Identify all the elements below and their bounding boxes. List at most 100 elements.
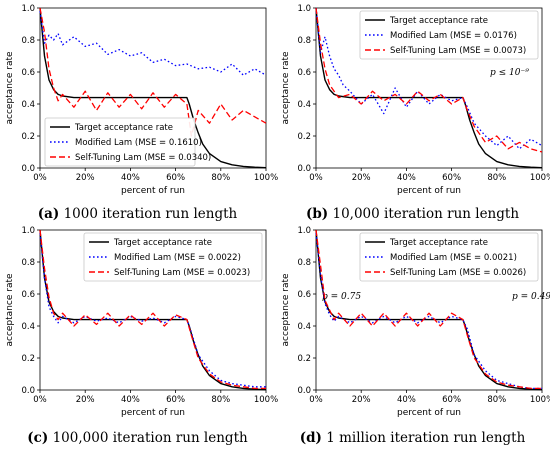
y-tick-label: 0.8 (297, 258, 311, 268)
caption-c-letter: (c) (27, 430, 49, 446)
y-tick-label: 0.6 (21, 68, 35, 78)
legend-label: Modified Lam (MSE = 0.0176) (390, 31, 517, 41)
legend-box (83, 232, 263, 282)
caption-b-text: 10,000 iteration run length (332, 206, 520, 222)
caption-a: (a) 1000 iteration run length (0, 206, 275, 222)
caption-c: (c) 100,000 iteration run length (0, 430, 275, 446)
y-tick-label: 0.6 (21, 290, 35, 300)
x-axis-label: percent of run (397, 186, 461, 196)
legend-label: Target acceptance rate (113, 238, 212, 248)
legend-box (44, 117, 196, 167)
y-tick-label: 0.8 (21, 258, 35, 268)
x-tick-label: 0% (309, 173, 323, 183)
caption-d-letter: (d) (299, 430, 322, 446)
series-line-3 (39, 229, 266, 390)
y-tick-label: 0.2 (297, 354, 311, 364)
legend-label: Target acceptance rate (389, 238, 488, 248)
legend-box (359, 232, 539, 282)
x-tick-label: 100% (254, 173, 278, 183)
y-axis-label: acceptance rate (281, 51, 291, 125)
chart-panel-d: 0% 20% 40% 60% 80% 100% 0.0 0.2 0.4 0.6 0.8 1.0 perc… (281, 226, 550, 418)
annotation-text: p = 0.49 (512, 292, 550, 302)
legend-label: Self-Tuning Lam (MSE = 0.0340) (75, 153, 211, 163)
y-tick-label: 0.0 (297, 386, 311, 396)
series-line-2 (39, 233, 266, 388)
chart-panel-a: 0% 20% 40% 60% 80% 100% 0.0 0.2 0.4 0.6 0.8 1.0 perc… (5, 4, 278, 196)
legend-label: Modified Lam (MSE = 0.0022) (114, 253, 241, 263)
legend: Target acceptance rate Modified Lam (MSE … (359, 10, 539, 60)
x-tick-label: 100% (530, 395, 550, 405)
caption-c-text: 100,000 iteration run length (52, 430, 248, 446)
y-tick-label: 0.2 (21, 132, 35, 142)
y-axis-label: acceptance rate (5, 273, 15, 347)
legend: Target acceptance rate Modified Lam (MSE … (83, 232, 263, 282)
series-line-2 (315, 7, 543, 150)
y-tick-label: 0.0 (297, 164, 311, 174)
legend-label: Modified Lam (MSE = 0.0021) (390, 253, 517, 263)
y-tick-label: 0.4 (297, 100, 311, 110)
legend-label: Self-Tuning Lam (MSE = 0.0073) (390, 46, 526, 56)
x-tick-label: 20% (76, 395, 95, 405)
x-axis-label: percent of run (121, 408, 185, 418)
series-line-1 (39, 7, 267, 169)
series-line-3 (39, 7, 267, 137)
caption-a-text: 1000 iteration run length (63, 206, 238, 222)
y-tick-label: 0.6 (297, 68, 311, 78)
x-tick-label: 0% (309, 395, 323, 405)
series-line-3 (315, 7, 543, 153)
y-axis-label: acceptance rate (5, 51, 15, 125)
series-line-1 (39, 229, 267, 391)
x-tick-label: 80% (211, 173, 230, 183)
legend-box (359, 10, 539, 60)
series-line-2 (315, 233, 542, 390)
plot-frame (315, 229, 543, 391)
caption-a-letter: (a) (37, 206, 60, 222)
caption-b: (b) 10,000 iteration run length (275, 206, 550, 222)
legend-label: Target acceptance rate (389, 16, 488, 26)
x-tick-label: 20% (352, 395, 371, 405)
y-tick-label: 0.4 (297, 322, 311, 332)
y-tick-label: 0.0 (21, 386, 35, 396)
x-tick-label: 60% (166, 173, 185, 183)
legend: Target acceptance rate Modified Lam (MSE … (359, 232, 539, 282)
x-tick-label: 0% (33, 395, 47, 405)
x-tick-label: 80% (211, 395, 230, 405)
plot-frame (39, 7, 267, 169)
y-axis-label: acceptance rate (281, 273, 291, 347)
y-tick-label: 0.8 (297, 36, 311, 46)
x-tick-label: 20% (352, 173, 371, 183)
legend-label: Self-Tuning Lam (MSE = 0.0026) (390, 268, 526, 278)
x-tick-label: 40% (121, 395, 140, 405)
y-tick-label: 1.0 (21, 4, 35, 14)
series-line-2 (39, 11, 267, 76)
y-tick-label: 0.0 (21, 164, 35, 174)
x-axis-label: percent of run (121, 186, 185, 196)
y-tick-label: 1.0 (297, 226, 311, 236)
y-tick-label: 1.0 (21, 226, 35, 236)
y-tick-label: 1.0 (297, 4, 311, 14)
annotation-text: p ≤ 10⁻⁹ (490, 68, 529, 78)
x-tick-label: 40% (397, 173, 416, 183)
y-tick-label: 0.8 (21, 36, 35, 46)
annotation-text: p = 0.75 (322, 292, 361, 302)
x-tick-label: 100% (530, 173, 550, 183)
series-line-1 (315, 229, 543, 391)
legend-label: Modified Lam (MSE = 0.1610) (75, 138, 202, 148)
legend-label: Self-Tuning Lam (MSE = 0.0023) (114, 268, 250, 278)
y-tick-label: 0.2 (21, 354, 35, 364)
y-tick-label: 0.6 (297, 290, 311, 300)
caption-d: (d) 1 million iteration run length (275, 430, 550, 446)
legend: Target acceptance rate Modified Lam (MSE … (44, 117, 211, 167)
chart-panel-b: 0% 20% 40% 60% 80% 100% 0.0 0.2 0.4 0.6 0.8 1.0 perc… (281, 4, 550, 196)
x-tick-label: 60% (442, 395, 461, 405)
plot-frame (315, 7, 543, 169)
plot-frame (39, 229, 267, 391)
series-line-3 (315, 229, 542, 390)
x-tick-label: 0% (33, 173, 47, 183)
x-tick-label: 40% (121, 173, 140, 183)
x-tick-label: 100% (254, 395, 278, 405)
chart-panel-c: 0% 20% 40% 60% 80% 100% 0.0 0.2 0.4 0.6 0.8 1.0 perc… (5, 226, 361, 418)
series-line-1 (315, 7, 543, 169)
y-tick-label: 0.2 (297, 132, 311, 142)
